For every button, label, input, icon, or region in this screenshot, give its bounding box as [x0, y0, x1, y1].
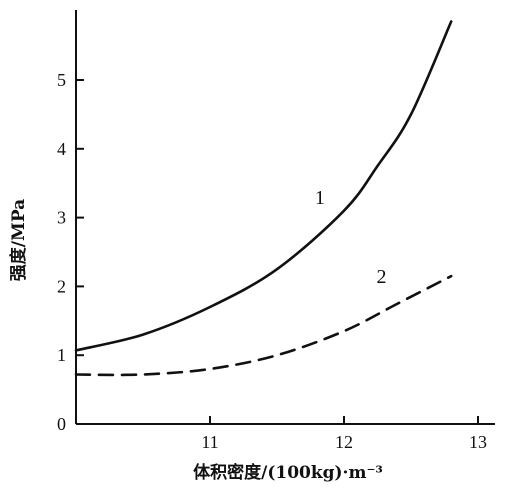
labels: 12: [315, 187, 387, 288]
series-line-1: [74, 20, 453, 352]
y-tick-label: 1: [57, 345, 66, 365]
axes: [75, 10, 495, 425]
x-tick-label: 12: [335, 432, 353, 452]
x-tick-label: 11: [201, 432, 218, 452]
x-axis-title: 体积密度/(100kg)·m⁻³: [193, 462, 383, 483]
series-label-1: 1: [315, 187, 325, 209]
y-tick-label: 5: [57, 70, 66, 90]
x-tick-label: 13: [469, 432, 487, 452]
y-axis-title: 强度/MPa: [8, 199, 29, 281]
y-tick-label: 0: [57, 414, 66, 434]
y-tick-label: 4: [57, 139, 66, 159]
y-tick-label: 2: [57, 276, 66, 296]
y-tick-label: 3: [57, 208, 66, 228]
series-layer: [74, 20, 453, 377]
series-line-2: [74, 274, 453, 377]
series-label-2: 2: [377, 266, 387, 288]
